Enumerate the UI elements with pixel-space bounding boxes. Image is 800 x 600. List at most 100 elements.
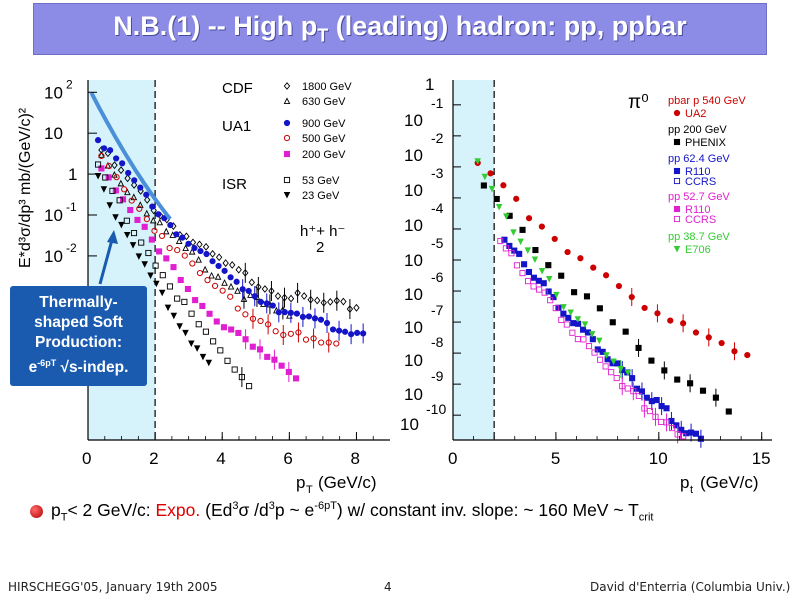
left-point-200-gev xyxy=(127,206,134,214)
callout-line-1: Thermally- xyxy=(39,294,118,312)
right-legend-marker xyxy=(673,245,681,253)
left-point-53-gev xyxy=(123,217,130,224)
right-point-phenix xyxy=(687,380,694,387)
left-point-900-gev xyxy=(263,300,270,307)
left-point-53-gev xyxy=(217,347,224,354)
right-point-62.4-gev xyxy=(688,429,695,436)
left-legend-marker xyxy=(283,134,291,142)
right-point-52.7-gev xyxy=(547,297,554,304)
left-point-200-gev xyxy=(105,174,112,181)
left-point-900-gev xyxy=(335,327,343,334)
left-point-900-gev xyxy=(257,298,264,306)
right-point-38.7-gev xyxy=(481,173,489,181)
left-point-900-gev xyxy=(113,155,120,162)
right-point-phenix xyxy=(519,226,526,233)
left-point-53-gev xyxy=(174,295,181,302)
left-point-23-gev xyxy=(193,345,201,352)
right-y-tick-base: 10 xyxy=(404,146,423,165)
left-point-23-gev xyxy=(94,173,102,180)
right-y-tick-base: 10 xyxy=(404,318,423,337)
left-legend-marker xyxy=(283,191,291,199)
right-point-38.7-gev xyxy=(574,316,582,323)
left-point-500-gev xyxy=(143,215,150,223)
left-y-tick-exponent: -2 xyxy=(66,241,77,255)
left-point-23-gev xyxy=(188,340,195,347)
left-legend-entry: 23 GeV xyxy=(302,190,340,202)
right-legend-entry: R110 xyxy=(685,204,710,216)
right-point-phenix xyxy=(622,328,629,335)
left-point-900-gev xyxy=(251,293,258,300)
left-point-23-gev xyxy=(141,261,148,268)
left-legend-entry: 500 GeV xyxy=(302,133,346,145)
left-point-500-gev xyxy=(166,245,173,252)
slide-title: N.B.(1) -- High pT (leading) hadron: pp,… xyxy=(113,11,687,46)
left-point-200-gev xyxy=(148,236,155,243)
left-point-500-gev xyxy=(227,293,234,300)
right-legend-marker xyxy=(673,167,681,175)
bullet-icon xyxy=(30,504,43,518)
left-point-1800-gev xyxy=(274,292,282,300)
right-legend-marker xyxy=(673,177,681,185)
slide-title-bar: N.B.(1) -- High pT (leading) hadron: pp,… xyxy=(33,3,767,55)
left-point-500-gev xyxy=(136,205,143,212)
bullet-statement: pT< 2 GeV/c: Expo. (Ed3σ /d3p ~ e-6pT) w… xyxy=(30,500,790,524)
left-point-23-gev xyxy=(118,221,125,229)
right-point-ua2 xyxy=(628,293,635,301)
left-point-1800-gev xyxy=(124,174,131,183)
left-point-53-gev xyxy=(109,187,116,194)
left-point-1800-gev xyxy=(130,181,138,189)
right-point-62.4-gev xyxy=(565,314,572,321)
right-legend-title: pp 38.7 GeV xyxy=(668,231,730,243)
right-point-phenix xyxy=(558,272,565,279)
left-point-200-gev xyxy=(213,318,220,325)
left-point-200-gev xyxy=(220,324,228,331)
right-point-38.7-gev xyxy=(517,238,524,246)
left-point-200-gev xyxy=(206,310,213,317)
right-point-62.4-gev xyxy=(638,388,646,395)
right-point-phenix xyxy=(648,357,655,364)
right-y-tick-label: -4 xyxy=(431,200,444,216)
left-point-200-gev xyxy=(192,297,199,304)
left-point-500-gev xyxy=(257,317,264,325)
left-point-53-gev xyxy=(145,249,152,257)
right-y-tick-label: -7 xyxy=(431,302,444,318)
left-point-1800-gev xyxy=(268,287,275,295)
left-point-500-gev xyxy=(325,339,332,346)
footer-page-number: 4 xyxy=(384,580,392,594)
right-point-ua2 xyxy=(615,282,623,290)
left-legend-exp-ua1: UA1 xyxy=(222,118,251,135)
left-legend-entry: 53 GeV xyxy=(302,175,340,187)
right-point-52.7-gev xyxy=(513,262,521,269)
left-point-1800-gev xyxy=(281,293,288,302)
left-point-200-gev xyxy=(134,216,141,223)
callout-arrow-line xyxy=(98,235,115,285)
right-point-62.4-gev xyxy=(629,375,636,382)
left-point-500-gev xyxy=(234,305,241,312)
left-point-53-gev xyxy=(195,321,202,328)
left-point-900-gev xyxy=(94,137,102,144)
right-point-62.4-gev xyxy=(658,403,665,410)
left-point-500-gev xyxy=(333,340,340,347)
left-point-53-gev xyxy=(138,239,145,246)
left-point-500-gev xyxy=(98,152,105,160)
right-point-52.7-gev xyxy=(508,250,515,257)
left-x-tick-label: 2 xyxy=(149,449,158,468)
callout-line-3: Production: xyxy=(35,334,122,352)
left-point-1800-gev xyxy=(183,232,190,241)
right-point-52.7-gev xyxy=(602,363,609,370)
right-point-ua2 xyxy=(487,170,494,177)
left-point-900-gev xyxy=(197,247,204,255)
right-point-52.7-gev xyxy=(585,343,593,350)
right-point-52.7-gev xyxy=(524,278,532,285)
right-point-ua2 xyxy=(705,334,712,341)
right-point-38.7-gev xyxy=(474,158,481,165)
left-point-900-gev xyxy=(221,267,228,274)
left-point-200-gev xyxy=(112,187,119,194)
left-point-500-gev xyxy=(287,330,294,337)
left-legend-exp-cdf: CDF xyxy=(222,80,253,97)
right-point-phenix xyxy=(712,394,719,401)
left-point-53-gev xyxy=(152,262,159,269)
right-y-tick-base: 10 xyxy=(404,216,423,235)
right-point-62.4-gev xyxy=(648,398,655,405)
right-point-ua2 xyxy=(744,351,751,359)
